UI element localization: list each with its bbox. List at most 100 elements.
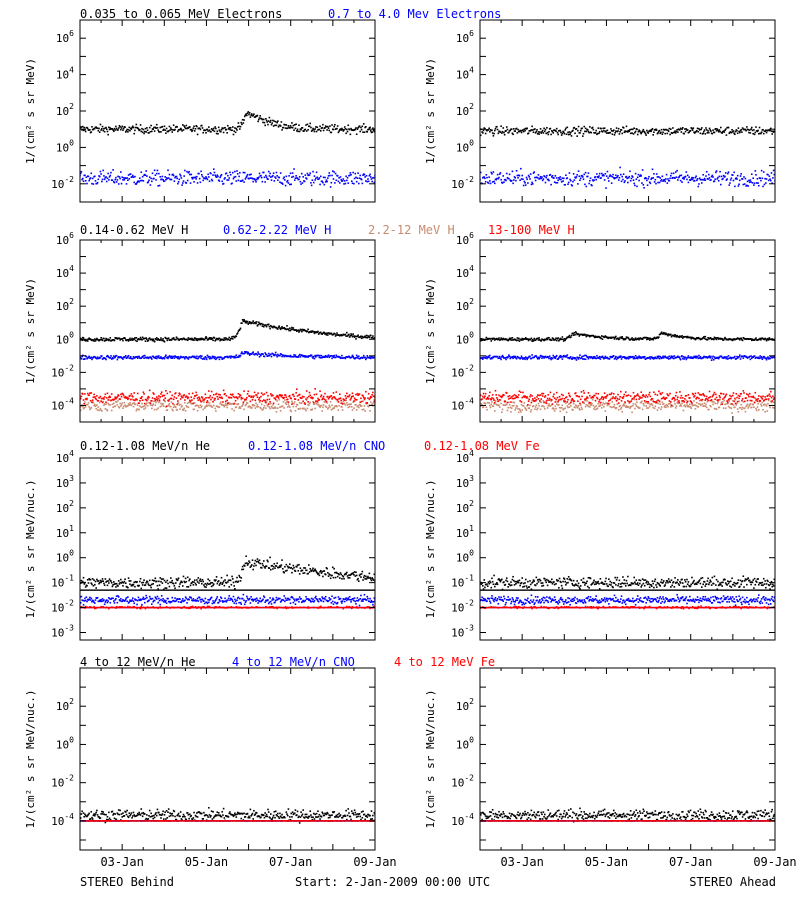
data-point <box>769 400 772 403</box>
data-point <box>531 354 533 356</box>
data-point <box>557 133 559 136</box>
data-point <box>198 396 200 399</box>
data-point <box>544 355 547 358</box>
data-point <box>568 394 571 397</box>
data-point <box>515 339 518 342</box>
data-point <box>527 174 530 177</box>
data-point <box>172 355 175 358</box>
data-point <box>199 337 202 340</box>
data-point <box>537 174 540 176</box>
data-point <box>746 404 748 407</box>
data-point <box>692 127 695 129</box>
data-point <box>236 173 239 175</box>
data-point <box>710 175 713 178</box>
data-point <box>197 357 200 360</box>
data-point <box>346 404 349 406</box>
data-point <box>581 135 584 137</box>
data-point <box>669 177 671 180</box>
data-point <box>176 126 178 128</box>
data-point <box>501 395 504 397</box>
data-point <box>733 356 735 359</box>
data-point <box>711 357 714 360</box>
data-point <box>562 131 565 134</box>
data-point <box>658 129 661 132</box>
data-point <box>501 132 503 134</box>
data-point <box>748 131 750 134</box>
data-point <box>629 179 632 182</box>
data-point <box>134 126 137 129</box>
data-point <box>581 127 583 130</box>
data-point <box>96 127 99 129</box>
data-point <box>612 355 615 357</box>
data-point <box>116 358 119 361</box>
data-point <box>83 406 86 409</box>
data-point <box>93 175 96 178</box>
data-point <box>367 335 369 337</box>
data-point <box>363 173 366 176</box>
data-point <box>501 182 504 184</box>
data-point <box>123 401 126 404</box>
data-point <box>324 392 326 395</box>
data-point <box>358 125 361 127</box>
data-point <box>486 176 488 179</box>
data-point <box>589 335 591 338</box>
data-point <box>116 395 119 398</box>
data-point <box>99 338 102 341</box>
data-point <box>141 395 143 398</box>
data-point <box>343 183 345 185</box>
data-point <box>195 178 197 180</box>
data-point <box>194 394 197 397</box>
data-point <box>101 355 103 357</box>
data-point <box>739 175 742 177</box>
data-point <box>279 125 282 127</box>
data-point <box>264 399 266 402</box>
data-point <box>208 390 210 392</box>
data-point <box>181 338 184 340</box>
data-point <box>356 177 359 179</box>
data-point <box>510 407 513 409</box>
data-point <box>211 337 214 340</box>
data-point <box>110 358 113 360</box>
data-point <box>679 179 682 182</box>
data-point <box>120 405 122 407</box>
data-point <box>239 354 242 357</box>
data-point <box>228 402 231 405</box>
data-point <box>283 407 285 409</box>
data-point <box>106 130 109 133</box>
data-point <box>485 355 488 358</box>
data-point <box>703 336 705 338</box>
data-point <box>112 402 115 405</box>
data-point <box>762 408 764 411</box>
data-point <box>189 126 191 128</box>
data-point <box>163 394 166 397</box>
data-point <box>527 182 529 184</box>
data-point <box>353 407 355 409</box>
data-point <box>630 177 633 180</box>
data-point <box>642 128 645 131</box>
data-point <box>496 404 498 406</box>
data-point <box>500 358 502 361</box>
data-point <box>322 332 324 335</box>
data-point <box>544 128 547 131</box>
data-point <box>482 132 484 134</box>
data-point <box>287 125 290 127</box>
data-point <box>707 178 709 180</box>
data-point <box>350 356 353 358</box>
data-point <box>324 401 326 403</box>
data-point <box>260 392 263 394</box>
data-point <box>631 128 634 131</box>
data-point <box>369 130 372 132</box>
data-point <box>723 131 726 133</box>
data-point <box>646 184 649 187</box>
data-point <box>685 335 688 338</box>
data-point <box>246 114 248 117</box>
data-point <box>310 182 312 184</box>
data-point <box>765 131 768 134</box>
data-point <box>586 396 588 398</box>
data-point <box>585 397 588 400</box>
data-point <box>706 131 709 134</box>
data-point <box>674 130 676 132</box>
data-point <box>300 172 303 175</box>
data-point <box>236 129 238 131</box>
data-point <box>767 358 770 360</box>
